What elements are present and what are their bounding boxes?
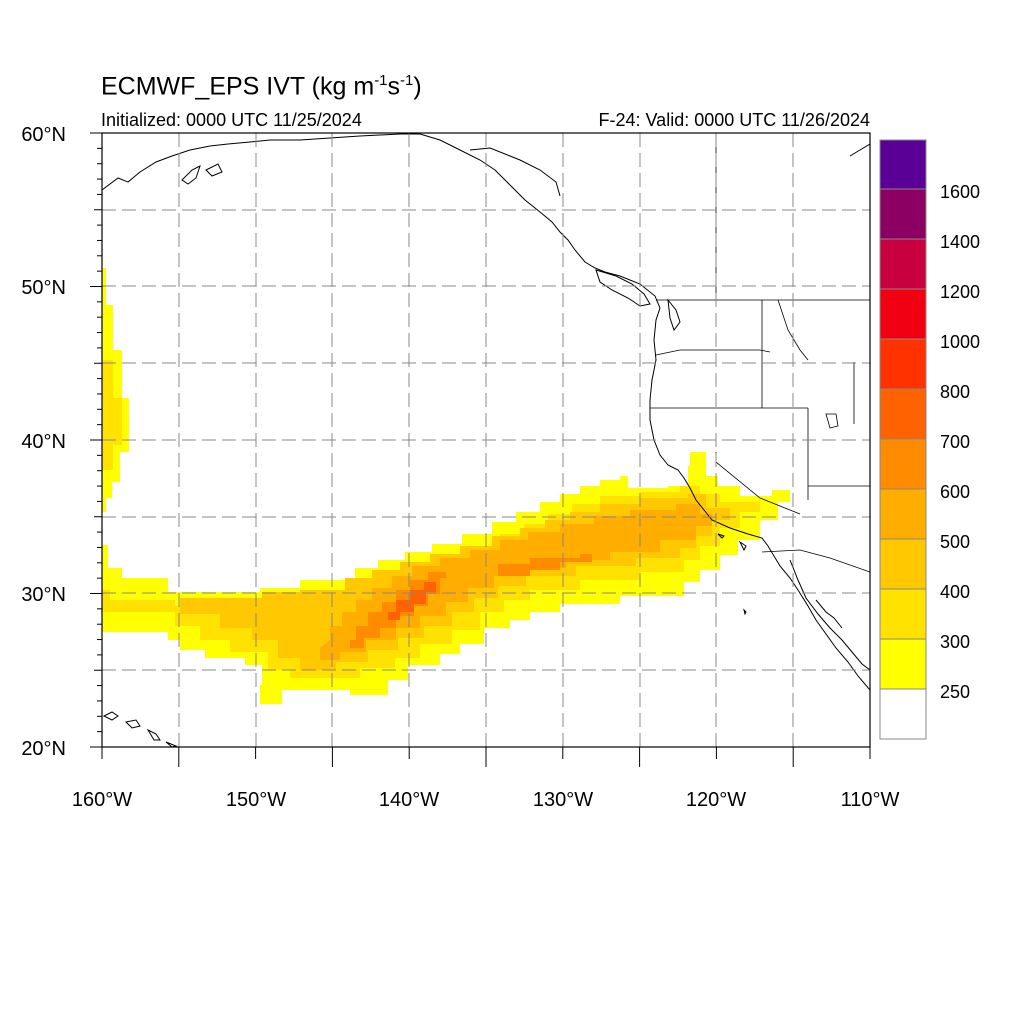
channel-islands: [717, 533, 747, 552]
lat-label-20n: 20°N: [21, 738, 66, 760]
lon-label-160w: 160°W: [72, 789, 132, 811]
colorbar-label-1400: 1400: [940, 232, 980, 252]
lon-label-120w: 120°W: [686, 789, 746, 811]
wa-or-border: [655, 349, 771, 356]
colorbar-bin-300: [879, 588, 927, 640]
colorbar-label-700: 700: [940, 432, 970, 452]
lat-label-60n: 60°N: [21, 124, 66, 146]
colorbar-bin-700: [879, 388, 927, 440]
colorbar: 250 300 400 500 600 700 800 1000 1200 14…: [879, 139, 980, 740]
axis-ticks: [90, 132, 871, 767]
colorbar-label-1000: 1000: [940, 332, 980, 352]
mt-id-border: [777, 299, 809, 361]
ivt-500-main: [320, 504, 712, 660]
hudson-bay-edge: [849, 143, 870, 157]
ivt-700-core: [388, 582, 436, 620]
guadalupe: [743, 608, 747, 616]
colorbar-bin-below: [879, 688, 927, 740]
alaska-coast: [102, 133, 420, 191]
lat-label-50n: 50°N: [21, 277, 66, 299]
lat-label-30n: 30°N: [21, 584, 66, 606]
colorbar-label-800: 800: [940, 382, 970, 402]
colorbar-bin-1000: [879, 288, 927, 340]
colorbar-label-1600: 1600: [940, 182, 980, 202]
chart-title: ECMWF_EPS IVT (kg m-1s-1): [101, 72, 422, 101]
ivt-600-core-east: [498, 554, 592, 576]
initialized-time: Initialized: 0000 UTC 11/25/2024: [101, 110, 362, 130]
lat-axis-labels: 20°N 30°N 40°N 50°N 60°N: [21, 124, 66, 760]
graticule: [102, 133, 870, 747]
gulf-coast: [815, 599, 843, 629]
ivt-300-west: [102, 360, 122, 470]
hawaii: [102, 711, 178, 747]
lon-label-110w: 110°W: [841, 789, 900, 811]
vancouver-island: [595, 269, 651, 307]
inner-passage: [469, 147, 561, 197]
colorbar-bin-800: [879, 338, 927, 390]
coastlines: [102, 133, 870, 747]
ivt-shading: [102, 268, 790, 704]
us-mexico-border: [761, 549, 870, 573]
valid-time: F-24: Valid: 0000 UTC 11/26/2024: [598, 110, 871, 130]
colorbar-label-300: 300: [940, 632, 970, 652]
puget-sound: [667, 298, 681, 332]
colorbar-label-600: 600: [940, 482, 970, 502]
kodiak-islands: [181, 163, 223, 185]
colorbar-label-400: 400: [940, 582, 970, 602]
lon-label-150w: 150°W: [226, 789, 286, 811]
colorbar-bin-500: [879, 488, 927, 540]
state-borders: [650, 133, 870, 573]
great-salt-lake: [825, 413, 839, 429]
colorbar-bin-250: [879, 638, 927, 690]
baja-coast: [789, 559, 870, 671]
lat-label-40n: 40°N: [21, 431, 66, 453]
colorbar-label-500: 500: [940, 532, 970, 552]
lon-axis-labels: 160°W 150°W 140°W 130°W 120°W 110°W: [72, 789, 900, 811]
panhandle-coast: [419, 133, 870, 691]
colorbar-bin-1600: [879, 139, 927, 190]
colorbar-bin-1400: [879, 188, 927, 240]
colorbar-bin-600: [879, 438, 927, 490]
colorbar-label-250: 250: [940, 682, 970, 702]
colorbar-bin-400: [879, 538, 927, 590]
colorbar-label-1200: 1200: [940, 282, 980, 302]
lon-label-130w: 130°W: [533, 789, 593, 811]
colorbar-bin-1200: [879, 238, 927, 290]
lon-label-140w: 140°W: [379, 789, 439, 811]
